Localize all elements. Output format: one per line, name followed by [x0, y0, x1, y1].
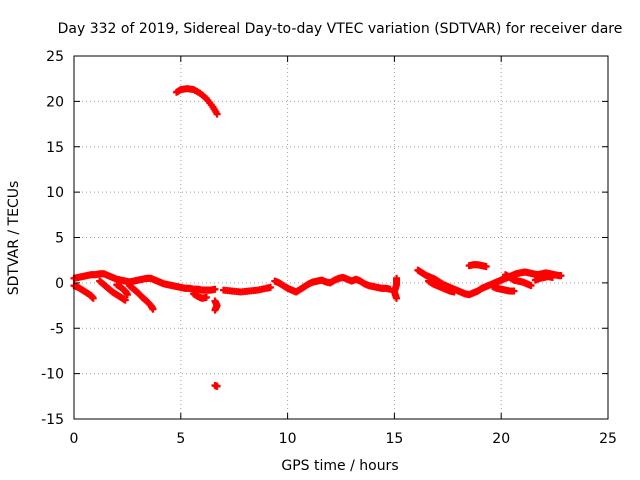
y-axis-label: SDTVAR / TECUs: [6, 181, 22, 296]
y-tick-label: 0: [55, 276, 64, 292]
data-point: [149, 305, 157, 313]
data-point: [211, 285, 219, 293]
data-point: [267, 283, 275, 291]
data-point: [450, 288, 458, 296]
y-tick-label: 10: [46, 185, 64, 201]
y-tick-label: 15: [46, 140, 64, 156]
data-point: [213, 382, 221, 390]
data-point: [482, 263, 490, 271]
data-point: [393, 294, 401, 302]
x-tick-label: 10: [279, 431, 297, 447]
data-point: [213, 110, 221, 118]
x-tick-label: 15: [385, 431, 403, 447]
data-point: [89, 294, 97, 302]
y-tick-label: -15: [41, 412, 64, 428]
data-point: [123, 291, 131, 299]
y-tick-label: 20: [46, 94, 64, 110]
chart-title: Day 332 of 2019, Sidereal Day-to-day VTE…: [58, 21, 623, 37]
ticks: 0 5 10 15 20 25 -15 -10 -5 0 5 10 15 20 25: [41, 49, 617, 447]
y-tick-label: 25: [46, 49, 64, 65]
x-tick-label: 25: [599, 431, 617, 447]
y-tick-label: 5: [55, 231, 64, 247]
x-tick-label: 20: [492, 431, 510, 447]
x-tick-label: 5: [176, 431, 185, 447]
data-point: [557, 272, 565, 280]
x-axis-label: GPS time / hours: [281, 458, 398, 474]
y-tick-label: -5: [50, 321, 64, 337]
x-tick-label: 0: [70, 431, 79, 447]
data-point: [510, 287, 518, 295]
data-point: [121, 296, 129, 304]
data-point: [527, 282, 535, 290]
data-point: [202, 293, 210, 301]
data-point: [548, 273, 556, 281]
data-points: [70, 85, 565, 390]
data-point: [211, 306, 219, 314]
y-tick-label: -10: [41, 367, 64, 383]
